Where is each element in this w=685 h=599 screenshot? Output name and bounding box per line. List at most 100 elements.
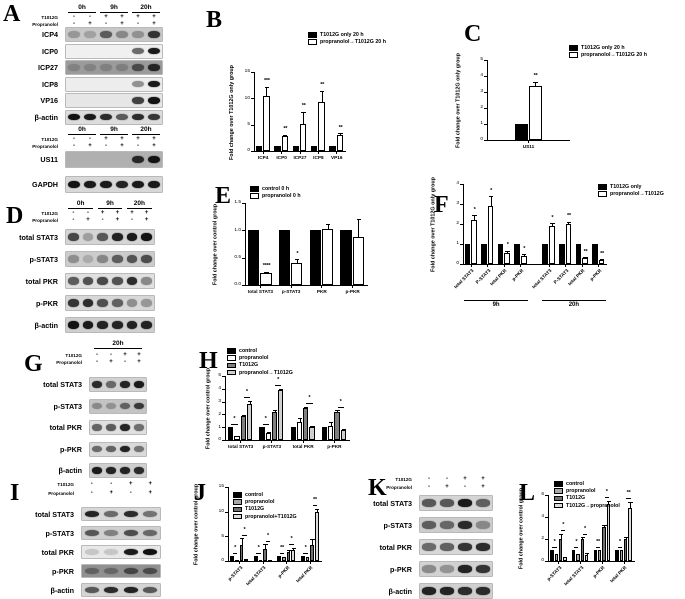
error-bar-cap	[628, 501, 633, 503]
blot-condition-symbol: -	[464, 483, 466, 490]
blot-gel-strip	[82, 546, 160, 558]
blot-band	[100, 64, 112, 71]
blot-condition-symbol: +	[130, 209, 134, 216]
blot-band	[111, 277, 123, 285]
group-underline	[541, 300, 607, 301]
blot-band	[440, 565, 454, 573]
blot-band	[141, 233, 153, 241]
blot-band	[111, 321, 123, 329]
blot-gel-strip	[90, 421, 146, 434]
error-bar-line	[330, 422, 332, 426]
significance-stars: *	[234, 544, 236, 551]
blot-row-label: ICP4	[42, 30, 58, 39]
legend-label: control	[239, 348, 257, 354]
legend-entry: T1012G	[233, 506, 264, 512]
error-bar-line	[490, 196, 492, 206]
blot-condition-symbol: -	[90, 489, 93, 496]
y-tick-mark	[225, 561, 228, 562]
blot-row-label: GAPDH	[32, 180, 58, 189]
bar-control	[228, 427, 234, 440]
blot-band	[133, 402, 145, 410]
blot-time-label: 20h	[133, 200, 145, 207]
category-label: ICP4	[257, 154, 269, 160]
blot-band	[91, 467, 103, 474]
blot-band	[148, 113, 160, 121]
blot-time-label: 9h	[106, 200, 114, 207]
legend-entry: control	[554, 481, 584, 487]
significance-bracket	[306, 403, 313, 405]
legend-label: propranolol	[566, 488, 596, 495]
blot-band	[100, 113, 112, 121]
blot-condition-symbol: -	[90, 480, 93, 487]
x-tick-mark	[352, 285, 354, 288]
bar-control-0-h	[248, 230, 260, 285]
blot-band	[126, 277, 138, 285]
legend-label: propranolol+T1012G	[245, 513, 297, 520]
blot-band	[82, 233, 94, 241]
blot-condition-symbol: +	[86, 216, 90, 223]
group-underline	[463, 300, 529, 301]
significance-bracket	[574, 546, 579, 548]
bar-propranolol-t1012g-20-h	[263, 95, 270, 151]
x-tick-mark	[336, 151, 338, 154]
error-bar-line	[474, 215, 476, 220]
blot-condition-symbol: -	[96, 351, 98, 358]
category-label: PKR	[316, 288, 327, 294]
blot-condition-symbol: -	[96, 358, 98, 365]
blot-band	[104, 548, 119, 556]
bar-propranolol-t1012g	[504, 253, 510, 264]
bar-control	[300, 556, 305, 561]
error-bar-cap	[241, 415, 246, 417]
y-tick-mark	[222, 440, 225, 441]
bar-propranolol	[598, 550, 602, 561]
bar-propranolol	[619, 550, 624, 561]
significance-stars: *	[308, 395, 311, 402]
y-tick-mark	[222, 427, 225, 429]
significance-stars: **	[301, 103, 306, 109]
y-tick-label: 4	[541, 514, 544, 520]
x-tick-mark	[487, 264, 489, 267]
category-label: p-STAT3	[281, 288, 301, 294]
x-tick-mark	[565, 264, 567, 267]
y-tick-mark	[225, 487, 228, 488]
panel-label-h: H	[199, 348, 218, 374]
blot-band	[105, 424, 117, 431]
y-tick-mark	[225, 511, 228, 513]
blot-condition-name: Propranolol	[32, 22, 58, 27]
blot-band	[105, 467, 117, 474]
blot-band	[105, 445, 117, 453]
blot-band	[440, 543, 454, 551]
bar-t1012g	[239, 544, 244, 561]
category-label: ICP27	[293, 154, 307, 160]
x-tick-mark	[520, 264, 522, 267]
blot-row-label: p-PKR	[390, 564, 412, 574]
error-bar-cap	[304, 406, 309, 408]
bar-chart-f-9h-20h: 0 1 2 3 4 Fold change over T1012G only group *…	[430, 176, 685, 348]
blot-band	[84, 31, 96, 38]
x-axis-line	[245, 285, 368, 286]
legend-label: T1012G→propranolol	[566, 502, 620, 509]
significance-stars: *	[233, 415, 236, 422]
bar-control	[259, 427, 265, 440]
bar-t1012g	[263, 548, 267, 561]
significance-stars: *	[490, 187, 493, 194]
y-tick-label: 5	[221, 533, 224, 539]
blot-band	[148, 31, 160, 38]
error-bar-cap	[286, 550, 292, 552]
error-bar-cap	[263, 544, 268, 546]
blot-gel-strip	[420, 540, 492, 554]
y-axis-title: Fold change over T1012G only group	[455, 53, 462, 148]
legend-label: propranolol	[239, 355, 269, 362]
x-axis-line	[463, 264, 607, 265]
blot-condition-symbol: +	[120, 20, 124, 27]
error-bar-cap	[297, 417, 303, 419]
blot-condition-symbol: -	[72, 216, 75, 223]
significance-stars: *	[339, 398, 342, 405]
blot-band	[143, 529, 158, 537]
blot-gel-strip	[420, 518, 492, 532]
error-bar-line	[551, 223, 553, 226]
blot-band	[143, 586, 158, 594]
error-bar-cap	[279, 388, 284, 390]
blot-gel-strip	[420, 562, 492, 576]
blot-band	[132, 80, 144, 88]
